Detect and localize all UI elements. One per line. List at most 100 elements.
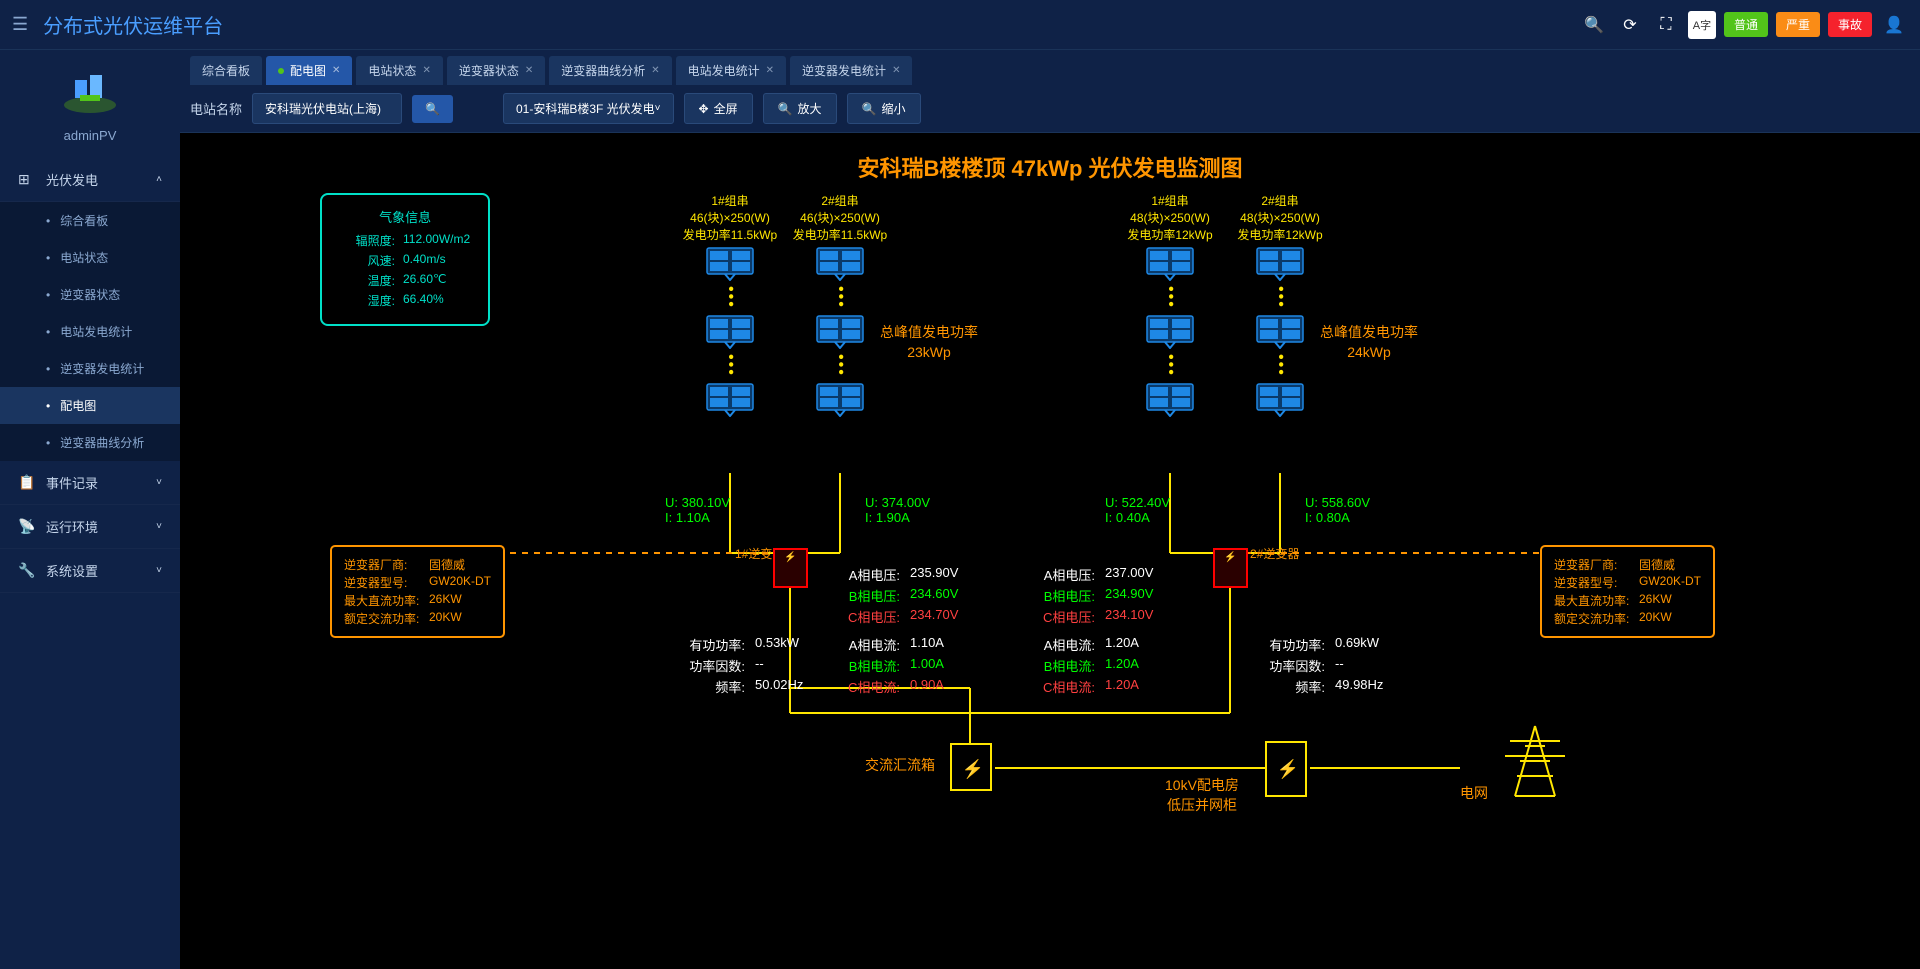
cabinet-icon: ⚡: [1265, 741, 1307, 797]
zoom-in-button[interactable]: 🔍放大: [763, 93, 837, 124]
user-icon[interactable]: 👤: [1880, 11, 1908, 39]
inverter-2-power: 有功功率:0.69kW 功率因数:-- 频率:49.98Hz: [1260, 633, 1383, 698]
chevron-down-icon: ˅: [655, 103, 661, 114]
panel-string-2: 2#组串 46(块)×250(W) 发电功率11.5kWp ••• •••: [775, 193, 905, 420]
nav-pv-generation[interactable]: ⊞ 光伏发电 ˄: [0, 158, 180, 202]
inverter-2-label: 2#逆变器: [1250, 545, 1299, 562]
weather-title: 气象信息: [340, 207, 470, 226]
status-badge-normal[interactable]: 普通: [1724, 12, 1768, 37]
fullscreen-button[interactable]: ✥全屏: [684, 93, 753, 124]
username-label: adminPV: [0, 128, 180, 143]
logo-area: adminPV: [0, 50, 180, 158]
sidebar: adminPV ⊞ 光伏发电 ˄ 综合看板 电站状态 逆变器状态 电站发电统计 …: [0, 50, 180, 969]
refresh-icon[interactable]: ⟳: [1616, 11, 1644, 39]
tab-wiring-diagram[interactable]: 配电图✕: [266, 56, 352, 85]
string-ui-1: U: 380.10VI: 1.10A: [665, 495, 730, 525]
zoom-out-button[interactable]: 🔍缩小: [847, 93, 921, 124]
fullscreen-icon[interactable]: ⛶: [1652, 11, 1680, 39]
grid-label: 电网: [1460, 783, 1488, 803]
string-ui-4: U: 558.60VI: 0.80A: [1305, 495, 1370, 525]
cabinet-label: 10kV配电房低压并网柜: [1165, 775, 1239, 815]
translate-icon[interactable]: A字: [1688, 11, 1716, 39]
nav-label: 光伏发电: [46, 170, 98, 189]
inverter-1-phase-v: A相电压:235.90VB相电压:234.60VC相电压:234.70V: [835, 563, 958, 628]
sidebar-item-dashboard[interactable]: 综合看板: [0, 202, 180, 239]
header: ☰ 分布式光伏运维平台 🔍 ⟳ ⛶ A字 普通 严重 事故 👤: [0, 0, 1920, 50]
tab-dashboard[interactable]: 综合看板: [190, 56, 262, 85]
nav-label: 事件记录: [46, 473, 98, 492]
wiring-diagram[interactable]: 安科瑞B楼楼顶 47kWp 光伏发电监测图 气象信息 辐照度:112.00W/m…: [180, 133, 1920, 969]
chevron-up-icon: ˄: [156, 174, 162, 185]
nav-label: 运行环境: [46, 517, 98, 536]
panel-string-4: 2#组串 48(块)×250(W) 发电功率12kWp ••• •••: [1215, 193, 1345, 420]
sidebar-item-station-status[interactable]: 电站状态: [0, 239, 180, 276]
inverter-2-phase-v: A相电压:237.00VB相电压:234.90VC相电压:234.10V: [1030, 563, 1153, 628]
grid-icon: ⊞: [18, 171, 34, 188]
close-icon[interactable]: ✕: [332, 65, 340, 76]
close-icon[interactable]: ✕: [651, 65, 659, 76]
search-button[interactable]: 🔍: [412, 95, 453, 123]
menu-toggle-icon[interactable]: ☰: [12, 14, 28, 35]
zoom-in-icon: 🔍: [778, 102, 793, 116]
wrench-icon: 🔧: [18, 562, 34, 579]
tab-bar: 综合看板 配电图✕ 电站状态✕ 逆变器状态✕ 逆变器曲线分析✕ 电站发电统计✕ …: [180, 50, 1920, 85]
diagram-title: 安科瑞B楼楼顶 47kWp 光伏发电监测图: [857, 151, 1242, 183]
status-badge-severe[interactable]: 严重: [1776, 12, 1820, 37]
tab-station-status[interactable]: 电站状态✕: [356, 56, 442, 85]
string-ui-2: U: 374.00VI: 1.90A: [865, 495, 930, 525]
tab-inverter-stats[interactable]: 逆变器发电统计✕: [790, 56, 912, 85]
station-select[interactable]: 安科瑞光伏电站(上海): [252, 93, 402, 124]
tab-inverter-status[interactable]: 逆变器状态✕: [447, 56, 545, 85]
string-ui-3: U: 522.40VI: 0.40A: [1105, 495, 1170, 525]
close-icon[interactable]: ✕: [766, 65, 774, 76]
expand-icon: ✥: [699, 102, 709, 116]
tab-station-stats[interactable]: 电站发电统计✕: [676, 56, 786, 85]
sidebar-item-wiring-diagram[interactable]: 配电图: [0, 387, 180, 424]
close-icon[interactable]: ✕: [525, 65, 533, 76]
logo-icon: [60, 65, 120, 115]
active-dot-icon: [278, 68, 284, 74]
zoom-out-icon: 🔍: [862, 102, 877, 116]
close-icon[interactable]: ✕: [422, 65, 430, 76]
app-title: 分布式光伏运维平台: [43, 10, 223, 39]
main-content: 综合看板 配电图✕ 电站状态✕ 逆变器状态✕ 逆变器曲线分析✕ 电站发电统计✕ …: [180, 50, 1920, 969]
sidebar-item-inverter-curve[interactable]: 逆变器曲线分析: [0, 424, 180, 461]
nav-settings[interactable]: 🔧 系统设置 ˅: [0, 549, 180, 593]
nav-events[interactable]: 📋 事件记录 ˅: [0, 461, 180, 505]
status-badge-accident[interactable]: 事故: [1828, 12, 1872, 37]
sidebar-item-inverter-status[interactable]: 逆变器状态: [0, 276, 180, 313]
grid-tower-icon: [1500, 721, 1570, 806]
header-actions: 🔍 ⟳ ⛶ A字 普通 严重 事故 👤: [1580, 11, 1908, 39]
inverter-1-info: 逆变器厂商:固德威 逆变器型号:GW20K-DT 最大直流功率:26KW 额定交…: [330, 545, 505, 638]
clipboard-icon: 📋: [18, 474, 34, 491]
inverter-2-info: 逆变器厂商:固德威 逆变器型号:GW20K-DT 最大直流功率:26KW 额定交…: [1540, 545, 1715, 638]
svg-text:⚡: ⚡: [1277, 758, 1299, 780]
toolbar: 电站名称 安科瑞光伏电站(上海) 🔍 01-安科瑞B楼3F 光伏发电˅ ✥全屏 …: [180, 85, 1920, 133]
peak-power-2: 总峰值发电功率24kWp: [1320, 323, 1418, 362]
nav-label: 系统设置: [46, 561, 98, 580]
peak-power-1: 总峰值发电功率23kWp: [880, 323, 978, 362]
sidebar-item-inverter-stats[interactable]: 逆变器发电统计: [0, 350, 180, 387]
svg-text:⚡: ⚡: [962, 758, 984, 780]
tab-inverter-curve[interactable]: 逆变器曲线分析✕: [549, 56, 671, 85]
monitor-icon: 📡: [18, 518, 34, 535]
search-icon[interactable]: 🔍: [1580, 11, 1608, 39]
inverter-2-phase-i: A相电流:1.20AB相电流:1.20AC相电流:1.20A: [1030, 633, 1139, 698]
inverter-1-icon: [773, 548, 808, 588]
sidebar-item-station-stats[interactable]: 电站发电统计: [0, 313, 180, 350]
junction-label: 交流汇流箱: [865, 755, 935, 775]
inverter-1-power: 有功功率:0.53kW 功率因数:-- 频率:50.02Hz: [680, 633, 803, 698]
inverter-2-icon: [1213, 548, 1248, 588]
nav-pv-submenu: 综合看板 电站状态 逆变器状态 电站发电统计 逆变器发电统计 配电图 逆变器曲线…: [0, 202, 180, 461]
search-icon: 🔍: [425, 102, 440, 116]
junction-box-icon: ⚡: [950, 743, 992, 791]
station-label: 电站名称: [190, 99, 242, 118]
inverter-1-phase-i: A相电流:1.10AB相电流:1.00AC相电流:0.90A: [835, 633, 944, 698]
chevron-down-icon: ˅: [156, 565, 162, 576]
nav-environment[interactable]: 📡 运行环境 ˅: [0, 505, 180, 549]
close-icon[interactable]: ✕: [892, 65, 900, 76]
chevron-down-icon: ˅: [156, 477, 162, 488]
weather-info-box: 气象信息 辐照度:112.00W/m2 风速:0.40m/s 温度:26.60℃…: [320, 193, 490, 326]
chevron-down-icon: ˅: [156, 521, 162, 532]
device-select[interactable]: 01-安科瑞B楼3F 光伏发电˅: [503, 93, 674, 124]
